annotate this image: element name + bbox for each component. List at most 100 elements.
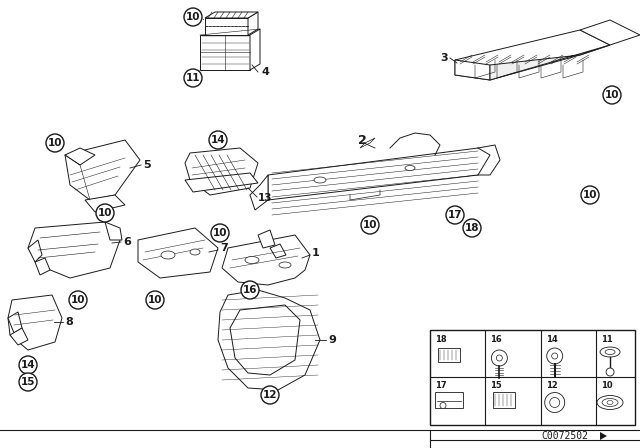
- Polygon shape: [270, 244, 286, 258]
- Polygon shape: [258, 230, 275, 248]
- Text: 1: 1: [312, 248, 320, 258]
- Circle shape: [497, 355, 502, 361]
- Ellipse shape: [314, 177, 326, 183]
- Circle shape: [96, 204, 114, 222]
- Circle shape: [146, 291, 164, 309]
- Circle shape: [211, 224, 229, 242]
- Circle shape: [545, 392, 564, 413]
- Text: 10: 10: [212, 228, 227, 238]
- Polygon shape: [28, 222, 120, 278]
- Polygon shape: [360, 138, 375, 148]
- Circle shape: [19, 373, 37, 391]
- Text: 10: 10: [605, 90, 620, 100]
- Polygon shape: [28, 240, 42, 262]
- Polygon shape: [185, 173, 258, 192]
- Circle shape: [261, 386, 279, 404]
- Ellipse shape: [405, 165, 415, 171]
- Polygon shape: [268, 148, 490, 200]
- Circle shape: [446, 206, 464, 224]
- Text: 14: 14: [211, 135, 225, 145]
- Circle shape: [209, 131, 227, 149]
- Text: 10: 10: [148, 295, 163, 305]
- Text: 14: 14: [20, 360, 35, 370]
- Text: 10: 10: [186, 12, 200, 22]
- Circle shape: [552, 353, 557, 359]
- Ellipse shape: [279, 262, 291, 268]
- Text: 12: 12: [263, 390, 277, 400]
- Text: 15: 15: [490, 380, 502, 389]
- Ellipse shape: [245, 257, 259, 263]
- Polygon shape: [455, 30, 610, 80]
- Text: 12: 12: [546, 380, 557, 389]
- Circle shape: [46, 134, 64, 152]
- Polygon shape: [580, 20, 640, 45]
- Circle shape: [361, 216, 379, 234]
- FancyBboxPatch shape: [493, 392, 515, 409]
- Circle shape: [492, 350, 508, 366]
- Text: 4: 4: [262, 67, 270, 77]
- Polygon shape: [185, 148, 258, 195]
- FancyBboxPatch shape: [435, 392, 463, 409]
- Ellipse shape: [597, 396, 623, 409]
- Circle shape: [581, 186, 599, 204]
- Ellipse shape: [602, 399, 618, 406]
- Polygon shape: [65, 148, 95, 165]
- Circle shape: [69, 291, 87, 309]
- Text: 2: 2: [358, 134, 367, 146]
- Polygon shape: [218, 290, 320, 390]
- Ellipse shape: [161, 251, 175, 259]
- Polygon shape: [205, 18, 248, 35]
- Polygon shape: [230, 305, 300, 375]
- Polygon shape: [8, 312, 22, 333]
- Circle shape: [547, 348, 563, 364]
- Polygon shape: [35, 258, 50, 275]
- Text: 10: 10: [98, 208, 112, 218]
- Text: 5: 5: [143, 160, 150, 170]
- Circle shape: [603, 86, 621, 104]
- Ellipse shape: [605, 349, 615, 354]
- Text: 10: 10: [48, 138, 62, 148]
- Polygon shape: [600, 432, 607, 440]
- Text: 13: 13: [258, 193, 273, 203]
- Text: 6: 6: [123, 237, 131, 247]
- Text: 10: 10: [601, 380, 612, 389]
- Text: 9: 9: [328, 335, 336, 345]
- Text: 3: 3: [440, 53, 448, 63]
- Ellipse shape: [600, 347, 620, 357]
- Text: 11: 11: [186, 73, 200, 83]
- Text: 11: 11: [601, 335, 613, 344]
- Polygon shape: [455, 60, 490, 80]
- FancyBboxPatch shape: [438, 348, 460, 362]
- FancyBboxPatch shape: [430, 330, 635, 425]
- Circle shape: [184, 8, 202, 26]
- Text: 16: 16: [243, 285, 257, 295]
- Text: C0072502: C0072502: [541, 431, 589, 441]
- Circle shape: [19, 356, 37, 374]
- Text: 17: 17: [435, 380, 447, 389]
- Polygon shape: [10, 328, 28, 345]
- Circle shape: [550, 397, 560, 408]
- Polygon shape: [248, 12, 258, 35]
- Polygon shape: [205, 12, 258, 18]
- Text: 16: 16: [490, 335, 502, 344]
- Text: 10: 10: [71, 295, 85, 305]
- Circle shape: [606, 368, 614, 376]
- Text: 8: 8: [65, 317, 73, 327]
- Ellipse shape: [190, 249, 200, 255]
- Polygon shape: [65, 140, 140, 200]
- Polygon shape: [490, 45, 610, 80]
- Text: 18: 18: [435, 335, 447, 344]
- Polygon shape: [250, 175, 268, 210]
- Text: 14: 14: [546, 335, 557, 344]
- Circle shape: [184, 69, 202, 87]
- Polygon shape: [105, 222, 122, 240]
- Polygon shape: [200, 35, 250, 70]
- Polygon shape: [138, 228, 218, 278]
- Text: 18: 18: [465, 223, 479, 233]
- Text: 15: 15: [20, 377, 35, 387]
- Text: 10: 10: [583, 190, 597, 200]
- Circle shape: [440, 402, 446, 409]
- Polygon shape: [250, 29, 260, 70]
- Text: 10: 10: [363, 220, 377, 230]
- Circle shape: [463, 219, 481, 237]
